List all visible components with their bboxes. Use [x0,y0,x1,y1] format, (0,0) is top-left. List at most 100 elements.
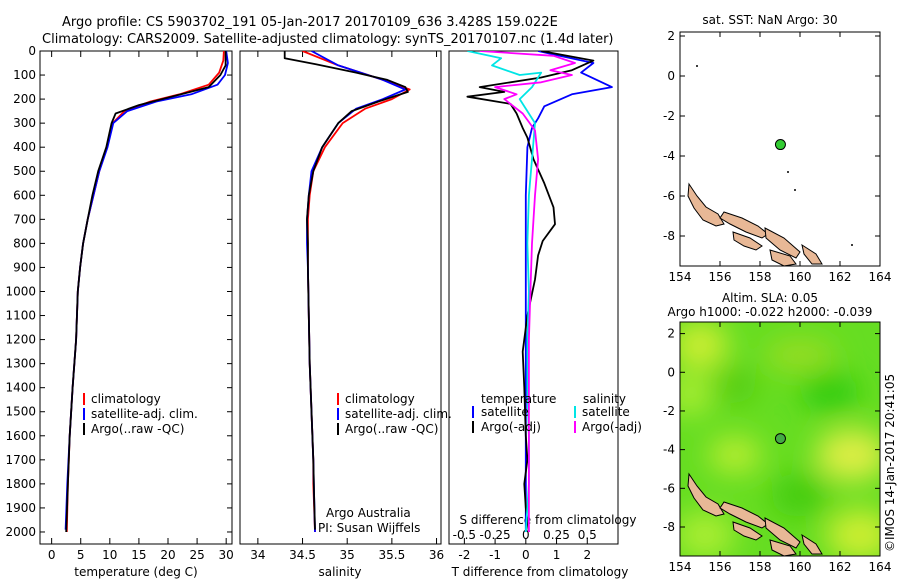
salinity-tick-label: 36 [429,548,444,562]
malaita-island [801,533,823,555]
santa-isabel-island [764,517,801,549]
santa-isabel-island [764,227,801,259]
legend-label-s-satellite: satellite [582,405,630,419]
series-line-temperature-satellite [524,51,613,532]
series-line-salinity-satellite [467,51,543,533]
series-line-temperature-argo [466,51,595,533]
depth-tick-label: 1600 [5,429,36,443]
t-diff-tick-label: 0 [522,548,530,562]
legend-label-satellite: satellite-adj. clim. [91,407,198,421]
depth-tick-label: 800 [13,236,36,250]
legend-label-t-satellite: satellite [481,405,529,419]
salinity-tick-label: 34 [250,548,265,562]
legend-title-temperature: temperature [481,392,556,406]
sla-map-frame [679,321,881,557]
pi-label: PI: Susan Wijffels [318,521,420,535]
depth-tick-label: 1100 [5,309,36,323]
legend-label-argo: Argo(..raw -QC) [91,422,184,436]
temperature-series-group [64,51,229,533]
depth-tick-label: 1000 [5,284,36,298]
sst-map-title: sat. SST: NaN Argo: 30 [702,13,837,27]
guadalcanal-island [769,539,797,557]
sla-high-blob [709,437,761,473]
depth-tick-label: 1800 [5,477,36,491]
lon-tick-label: 154 [669,270,692,284]
series-line-argo [65,51,227,533]
sla-map-axes: 154 156 158 160 162 164 2 0 -2 -4 -6 -8 [663,322,891,574]
series-line-argo [283,51,409,530]
sla-high-blob [680,511,735,556]
temperature-tick-label: 25 [189,548,204,562]
lat-tick-label: 2 [667,29,675,43]
lon-tick-label: 164 [869,270,892,284]
series-line-climatology [65,51,225,533]
sst-map-axes: 154 156 158 160 162 164 2 0 -2 -4 -6 -8 [663,29,891,284]
depth-tick-label: 900 [13,260,36,274]
series-line-salinity-argo [479,51,576,532]
argo-float-marker-sla [774,433,786,445]
lat-tick-label: -8 [663,229,675,243]
sla-high-blob [680,322,728,369]
lon-tick-label: 156 [709,560,732,574]
temperature-panel-frame [39,50,233,545]
lon-tick-label: 158 [749,270,772,284]
lat-tick-label: 0 [667,365,675,379]
lat-tick-label: -6 [663,189,675,203]
header-line-2: Climatology: CARS2009. Satellite-adjuste… [42,32,614,47]
argo-float-marker [774,139,786,151]
bougainville-island [687,182,725,227]
difference-series-group [466,51,613,533]
legend-title-salinity: salinity [583,392,626,406]
lon-tick-label: 162 [829,560,852,574]
depth-tick-label: 100 [13,68,36,82]
depth-tick-label: 1400 [5,381,36,395]
depth-tick-label: 200 [13,92,36,106]
s-diff-tick-label: -0.25 [480,528,511,542]
temperature-x-axis: 0 5 10 15 20 25 30 [48,51,234,562]
depth-tick-label: 1300 [5,357,36,371]
salinity-x-label: salinity [318,565,361,579]
sla-map-title: Altim. SLA: 0.05 [722,291,818,305]
lon-tick-label: 160 [789,270,812,284]
lon-tick-label: 160 [789,560,812,574]
sla-low-blob [770,473,830,517]
lat-tick-label: -4 [663,443,675,457]
temperature-tick-label: 15 [131,548,146,562]
lat-tick-label: 0 [667,69,675,83]
sla-map-subtitle: Argo h1000: -0.022 h2000: -0.039 [668,305,873,319]
depth-tick-label: 1700 [5,453,36,467]
guadalcanal-island [769,249,797,267]
t-diff-tick-label: 2 [583,548,591,562]
salinity-legend: climatology satellite-adj. clim. Argo(..… [337,392,452,436]
t-difference-label: T difference from climatology [451,565,629,579]
sla-high-blob [816,429,880,481]
temperature-tick-label: 30 [219,548,234,562]
lon-tick-label: 156 [709,270,732,284]
legend-label-t-argo: Argo(-adj) [481,420,541,434]
difference-panel-frame [448,50,619,545]
lat-tick-label: -2 [663,404,675,418]
s-diff-tick-label: -0.5 [453,528,476,542]
s-difference-label: S difference from climatology [460,513,637,527]
legend-label-argo: Argo(..raw -QC) [345,422,438,436]
choiseul-island [719,211,769,239]
salinity-panel-frame [239,50,442,545]
lat-tick-label: -6 [663,481,675,495]
lon-tick-label: 162 [829,270,852,284]
sla-low-blob [800,372,860,412]
temperature-tick-label: 5 [77,548,85,562]
t-diff-tick-label: 1 [553,548,561,562]
temperature-legend: climatology satellite-adj. clim. Argo(..… [83,392,198,436]
islet [787,171,789,173]
islet [794,189,796,191]
salinity-tick-label: 35.5 [379,548,406,562]
choiseul-island [719,501,769,529]
salinity-x-axis: 34 34.5 35 35.5 36 [250,51,444,562]
temperature-x-label: temperature (deg C) [74,565,197,579]
imos-timestamp: ©IMOS 14-Jan-2017 20:41:05 [883,374,897,552]
depth-axis: 0 100 200 300 400 500 600 700 800 900 1000 1100 1200… [5,44,232,539]
depth-tick-label: 1900 [5,501,36,515]
islet [851,244,853,246]
argo-australia-label: Argo Australia [326,506,411,520]
